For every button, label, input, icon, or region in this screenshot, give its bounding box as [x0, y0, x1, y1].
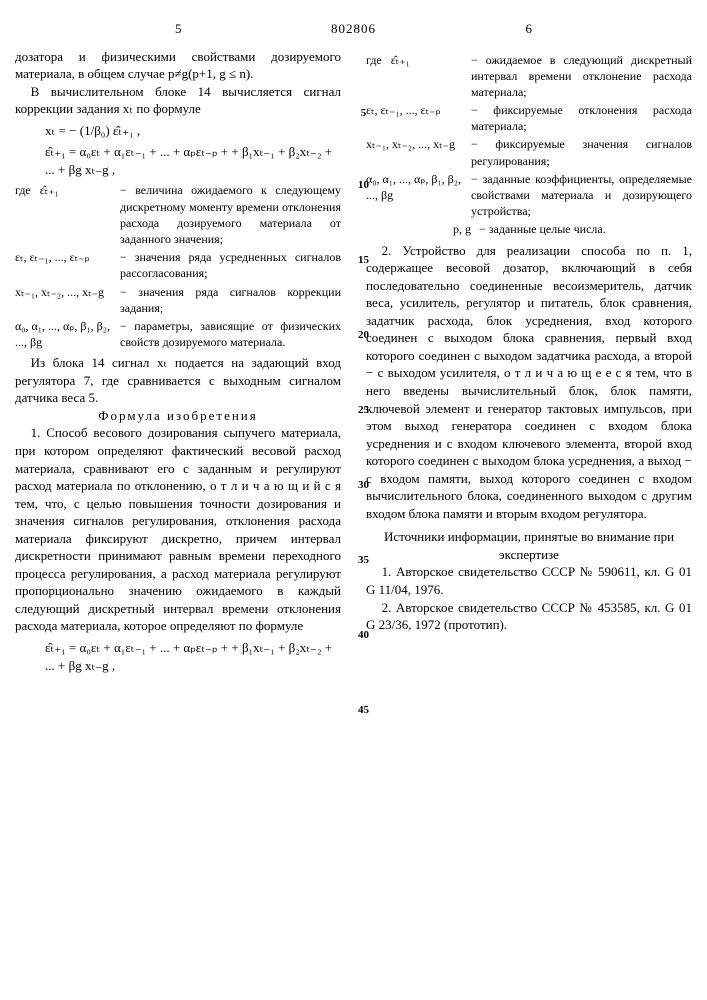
definition-row: p, g − заданные целые числа.: [366, 221, 692, 237]
definition-row: εₜ, εₜ₋₁, ..., εₜ₋ₚ − значения ряда усре…: [15, 249, 341, 281]
definition-row: εₜ, εₜ₋₁, ..., εₜ₋ₚ − фиксируемые отклон…: [366, 102, 692, 134]
definition-where: где ε̂ₜ₊₁: [15, 182, 120, 247]
definition-text: − значения ряда усредненных сигналов рас…: [120, 249, 341, 281]
formula: xₜ = − (1/β₀) ε̂ₜ₊₁ ,: [45, 122, 341, 140]
column-number-right: 6: [526, 20, 533, 38]
definition-symbol: εₜ, εₜ₋₁, ..., εₜ₋ₚ: [15, 249, 120, 281]
definition-text: − параметры, зависящие от физических сво…: [120, 318, 341, 350]
definition-symbol: xₜ₋₁, xₜ₋₂, ..., xₜ₋g: [15, 284, 120, 316]
claims-heading: Формула изобретения: [15, 407, 341, 425]
definition-row: α₀, α₁, ..., αₚ, β₁, β₂, ..., βg − парам…: [15, 318, 341, 350]
definition-text: − фиксируемые значения сигналов регулиро…: [471, 136, 692, 168]
line-number: 15: [354, 253, 374, 268]
definition-where: где ε̂ₜ₊₁: [366, 52, 471, 101]
line-number: 20: [354, 328, 374, 343]
definition-row: xₜ₋₁, xₜ₋₂, ..., xₜ₋g − значения ряда си…: [15, 284, 341, 316]
line-number: 30: [354, 478, 374, 493]
patent-number: 802806: [331, 20, 376, 38]
definition-list: где ε̂ₜ₊₁ − величина ожидаемого к следую…: [15, 182, 341, 350]
two-column-layout: 5 10 15 20 25 30 35 40 45 дозатора и физ…: [15, 48, 692, 679]
source-reference: 2. Авторское свидетельство СССР № 453585…: [366, 599, 692, 634]
definition-symbol: xₜ₋₁, xₜ₋₂, ..., xₜ₋g: [366, 136, 471, 168]
definition-text: − заданные целые числа.: [479, 221, 692, 237]
line-number: 35: [354, 553, 374, 568]
source-reference: 1. Авторское свидетельство СССР № 590611…: [366, 563, 692, 598]
left-column: дозатора и физическими свойствами дозиру…: [15, 48, 341, 679]
definition-row: где ε̂ₜ₊₁ − величина ожидаемого к следую…: [15, 182, 341, 247]
sources-heading: Источники информации, принятые во вниман…: [366, 528, 692, 563]
formula: ε̂ₜ₊₁ = α₀εₜ + α₁εₜ₋₁ + ... + αₚεₜ₋ₚ + +…: [45, 639, 341, 674]
definition-text: − значения ряда сигналов коррекции задан…: [120, 284, 341, 316]
page-header: 5 802806 6: [15, 20, 692, 38]
paragraph: Из блока 14 сигнал xₜ подается на задающ…: [15, 354, 341, 407]
definition-row: xₜ₋₁, xₜ₋₂, ..., xₜ₋g − фиксируемые знач…: [366, 136, 692, 168]
claim-paragraph: 1. Способ весового дозирования сыпучего …: [15, 424, 341, 635]
line-number: 5: [354, 106, 374, 121]
line-number: 10: [354, 178, 374, 193]
line-number: 25: [354, 403, 374, 418]
definition-symbol: εₜ, εₜ₋₁, ..., εₜ₋ₚ: [366, 102, 471, 134]
right-column: где ε̂ₜ₊₁ − ожидаемое в следующий дискре…: [366, 48, 692, 679]
paragraph: В вычислительном блоке 14 вычисляется си…: [15, 83, 341, 118]
definition-list: где ε̂ₜ₊₁ − ожидаемое в следующий дискре…: [366, 52, 692, 238]
line-number: 40: [354, 628, 374, 643]
definition-row: α₀, α₁, ..., αₚ, β₁, β₂, ..., βg − задан…: [366, 171, 692, 220]
definition-text: − фиксируемые отклонения расхода материа…: [471, 102, 692, 134]
definition-symbol: α₀, α₁, ..., αₚ, β₁, β₂, ..., βg: [366, 171, 471, 220]
column-number-left: 5: [175, 20, 182, 38]
formula: ε̂ₜ₊₁ = α₀εₜ + α₁εₜ₋₁ + ... + αₚεₜ₋ₚ + +…: [45, 143, 341, 178]
definition-text: − заданные коэффициенты, определяемые св…: [471, 171, 692, 220]
paragraph: дозатора и физическими свойствами дозиру…: [15, 48, 341, 83]
definition-text: − величина ожидаемого к следующему дискр…: [120, 182, 341, 247]
definition-symbol: p, g: [366, 221, 479, 237]
definition-symbol: α₀, α₁, ..., αₚ, β₁, β₂, ..., βg: [15, 318, 120, 350]
line-number: 45: [354, 703, 374, 718]
definition-row: где ε̂ₜ₊₁ − ожидаемое в следующий дискре…: [366, 52, 692, 101]
claim-paragraph: 2. Устройство для реализации способа по …: [366, 242, 692, 523]
definition-text: − ожидаемое в следующий дискретный интер…: [471, 52, 692, 101]
